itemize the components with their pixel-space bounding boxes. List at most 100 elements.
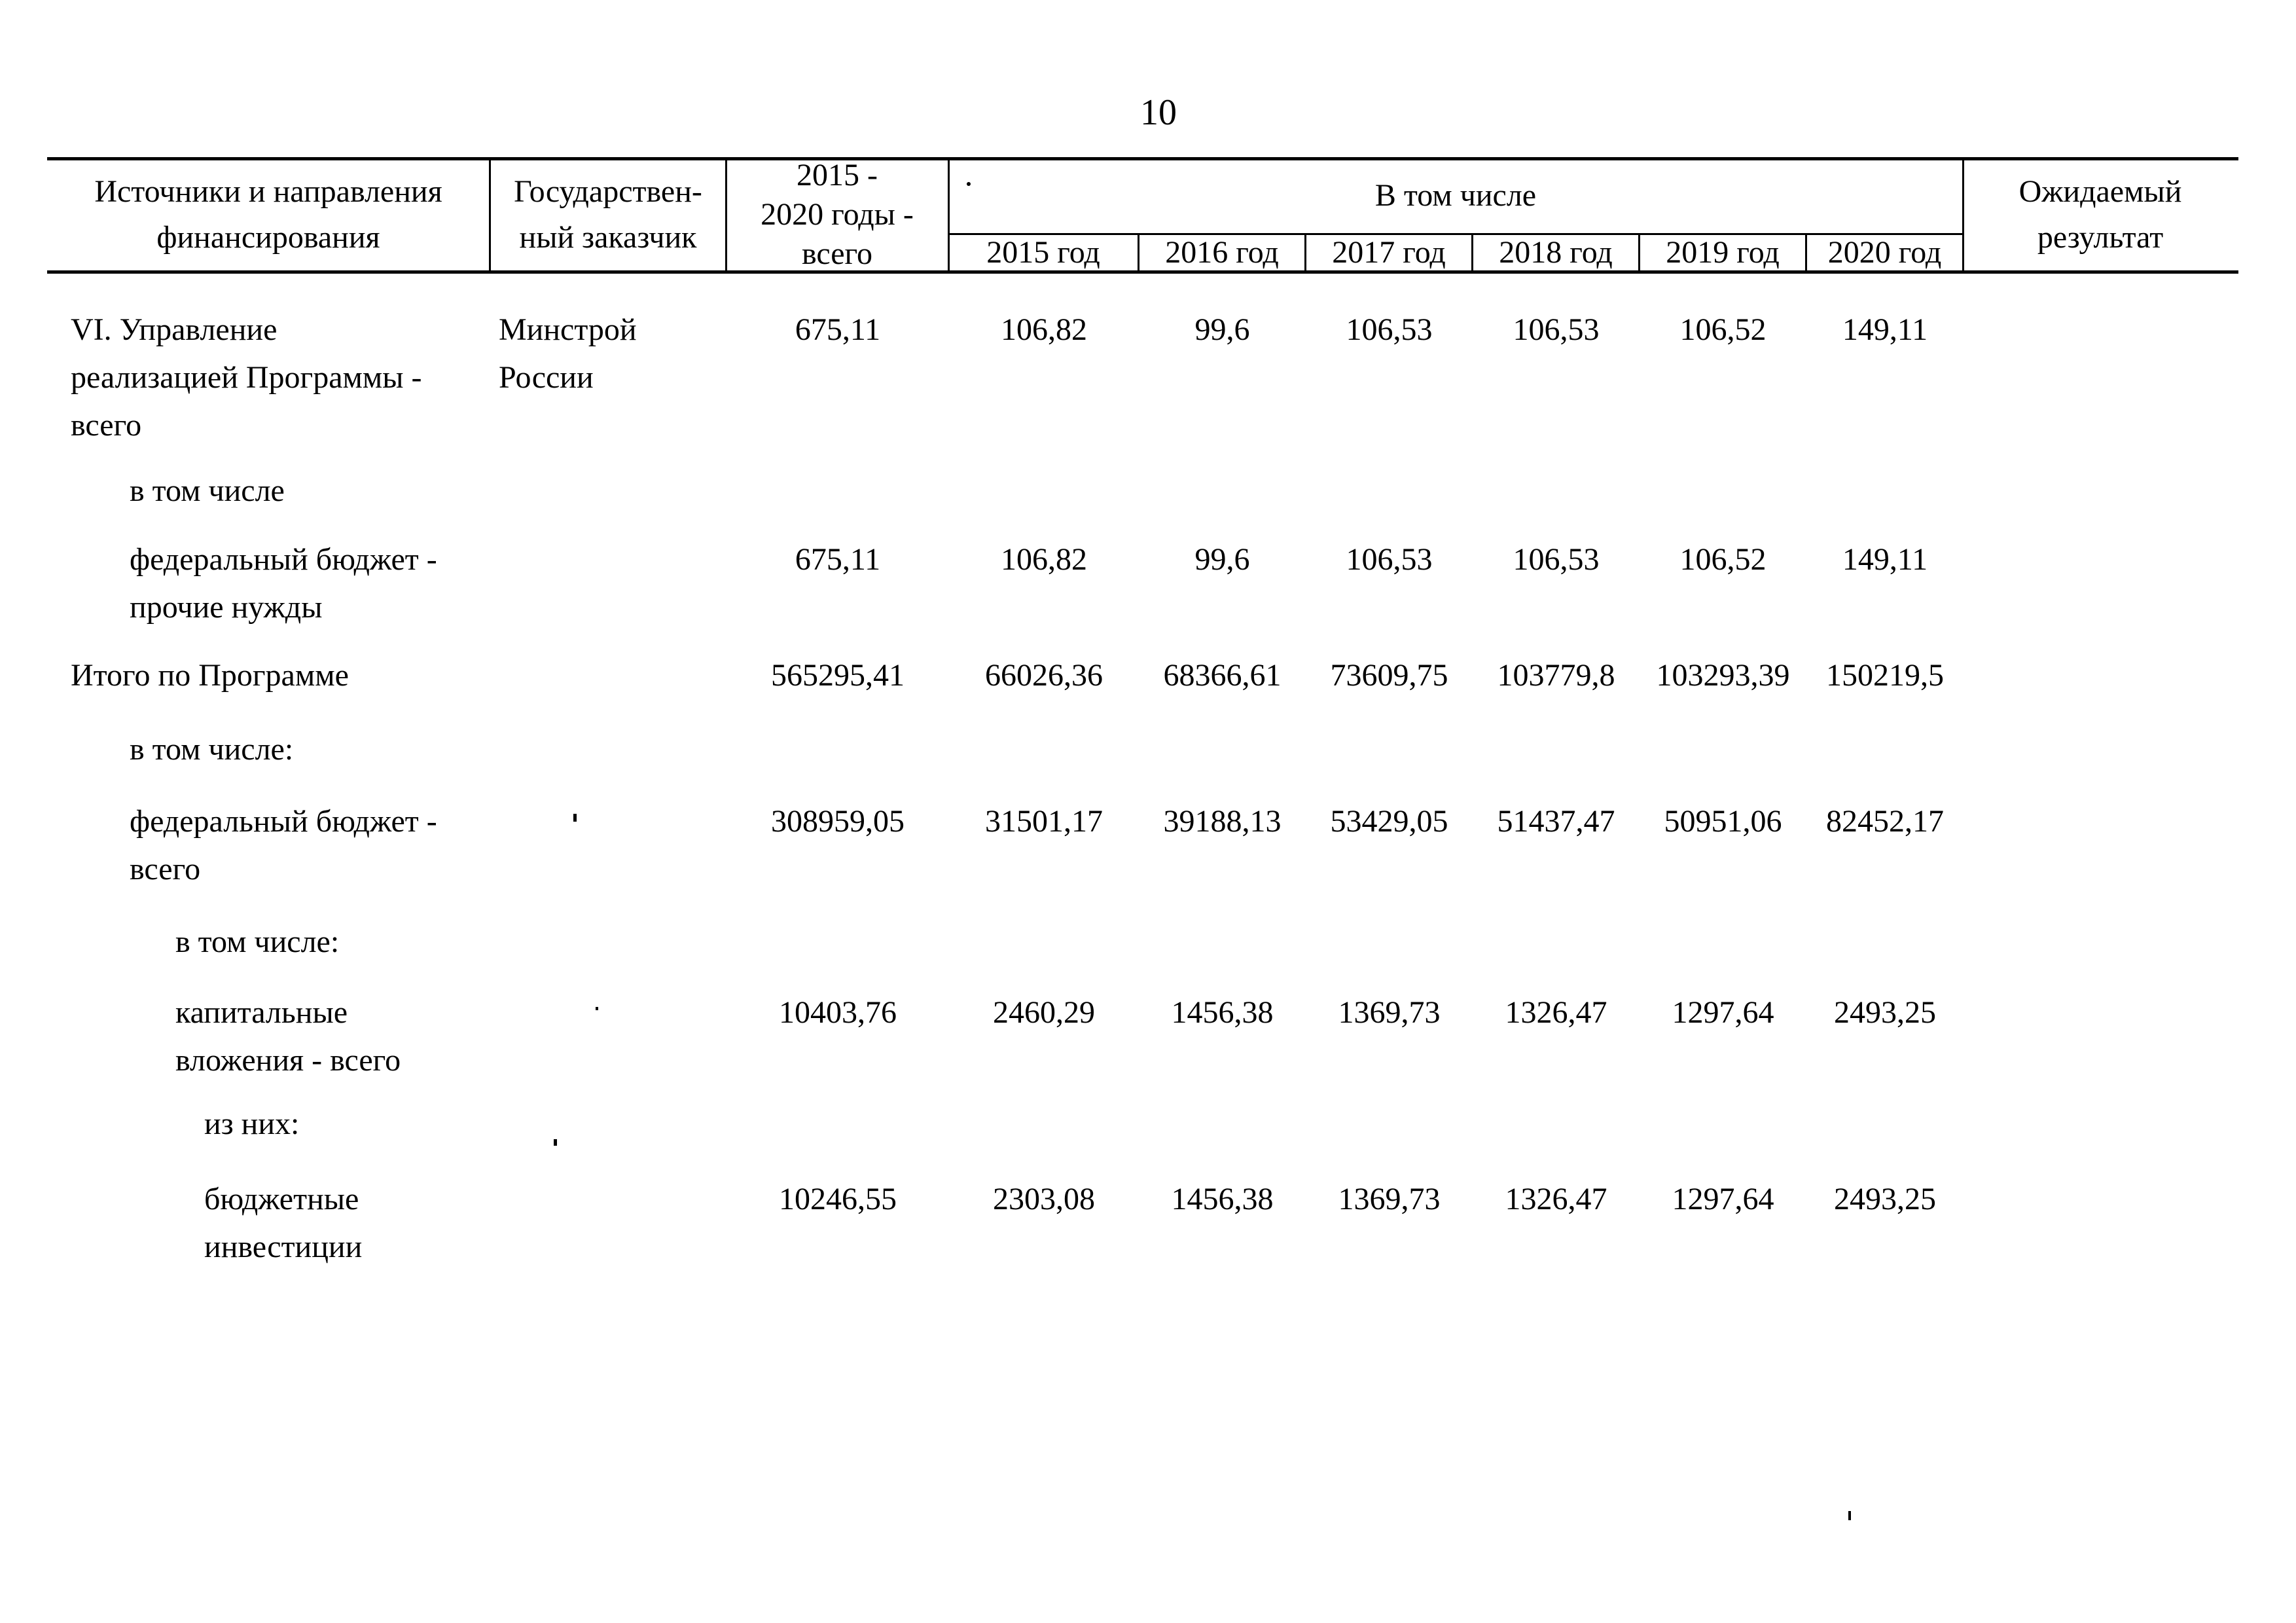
cell-2020: 2493,25 — [1834, 995, 1936, 1030]
row-label-line: бюджетные — [204, 1182, 359, 1216]
cell-2016: 68366,61 — [1163, 658, 1282, 693]
header-total-line: 2015 - — [797, 158, 878, 192]
table-row-vi-management: VI. Управление реализацией Программы - в… — [47, 306, 2238, 449]
cell-expected-result — [1964, 797, 2238, 893]
scan-artifact — [967, 182, 971, 186]
header-year-label: 2015 год — [986, 235, 1100, 270]
header-customer-line: ный заказчик — [519, 220, 697, 255]
cell-2015: 2460,29 — [993, 995, 1095, 1030]
cell-2020: 2493,25 — [1834, 1182, 1936, 1216]
row-customer: Минстрой России — [491, 306, 726, 449]
row-label-line: в том числе — [130, 473, 285, 508]
cell-total: 10403,76 — [779, 995, 897, 1030]
row-label: в том числе: — [47, 918, 491, 966]
cell-2018: 106,53 — [1513, 542, 1600, 577]
cell-total: 308959,05 — [771, 804, 905, 839]
header-year-label: 2020 год — [1827, 235, 1942, 270]
cell-2018: 1326,47 — [1505, 995, 1607, 1030]
including-underline — [948, 233, 1964, 235]
row-label: в том числе: — [47, 725, 491, 773]
cell-2016: 99,6 — [1194, 312, 1250, 347]
row-label: Итого по Программе — [47, 651, 491, 699]
cell-2015: 2303,08 — [993, 1182, 1095, 1216]
cell-2018: 106,53 — [1513, 312, 1600, 347]
table-row-of-which: из них: — [47, 1100, 2238, 1148]
row-label-line: прочие нужды — [130, 590, 323, 625]
header-year-label: 2018 год — [1499, 235, 1613, 270]
header-total-line: 2020 годы - — [761, 197, 914, 232]
row-label: федеральный бюджет - прочие нужды — [47, 536, 491, 631]
col-divider-customer-total — [725, 160, 727, 270]
header-expected-line: Ожидаемый — [2018, 174, 2182, 209]
cell-2019: 106,52 — [1679, 312, 1767, 347]
cell-expected-result — [1964, 1175, 2238, 1271]
cell-total: 565295,41 — [771, 658, 905, 693]
table-row-budget-investments: бюджетные инвестиции 10246,55 2303,08 14… — [47, 1175, 2238, 1271]
header-including-label: В том числе — [1374, 177, 1537, 213]
header-year-2017: 2017 год — [1306, 234, 1471, 272]
header-year-2015: 2015 год — [949, 234, 1138, 272]
header-expected-result: Ожидаемый результат — [1964, 158, 2237, 271]
scan-artifact — [554, 1139, 557, 1146]
cell-2017: 53429,05 — [1330, 804, 1448, 839]
row-label-line: всего — [71, 408, 142, 443]
cell-2017: 1369,73 — [1338, 1182, 1441, 1216]
scan-artifact — [596, 1007, 598, 1010]
row-label-line: инвестиции — [204, 1230, 363, 1264]
col-divider-total-years — [948, 160, 950, 270]
row-customer-line: Минстрой — [499, 312, 637, 347]
cell-expected-result — [1964, 989, 2238, 1084]
cell-2019: 103293,39 — [1656, 658, 1790, 693]
header-year-2020: 2020 год — [1807, 234, 1962, 272]
cell-2016: 39188,13 — [1163, 804, 1282, 839]
col-divider-sources-customer — [489, 160, 491, 270]
col-divider-years-result — [1962, 160, 1964, 270]
row-label-line: капитальные — [175, 995, 348, 1030]
row-customer — [491, 797, 726, 893]
cell-2019: 1297,64 — [1672, 1182, 1774, 1216]
year-divider-2017-2018 — [1471, 235, 1473, 270]
row-label: бюджетные инвестиции — [47, 1175, 491, 1271]
header-total: 2015 - 2020 годы - всего — [726, 158, 948, 271]
header-total-line: всего — [801, 236, 873, 271]
row-label: в том числе — [47, 467, 491, 515]
table-row-including: в том числе — [47, 467, 2238, 515]
header-customer-line: Государствен- — [514, 174, 702, 209]
cell-expected-result — [1964, 306, 2238, 449]
cell-total: 675,11 — [795, 542, 881, 577]
row-label-line: в том числе: — [175, 924, 340, 959]
year-divider-2015-2016 — [1138, 235, 1139, 270]
cell-total: 675,11 — [795, 312, 881, 347]
row-label: из них: — [47, 1100, 491, 1148]
cell-2020: 82452,17 — [1826, 804, 1944, 839]
cell-2018: 103779,8 — [1497, 658, 1615, 693]
row-customer — [491, 1175, 726, 1271]
row-label-line: в том числе: — [130, 732, 294, 767]
header-sources: Источники и направления финансирования — [47, 158, 490, 271]
header-year-2019: 2019 год — [1640, 234, 1805, 272]
row-customer — [491, 989, 726, 1084]
table-row-program-total: Итого по Программе 565295,41 66026,36 68… — [47, 651, 2238, 699]
cell-2016: 1456,38 — [1171, 995, 1274, 1030]
cell-2017: 1369,73 — [1338, 995, 1441, 1030]
cell-2020: 150219,5 — [1826, 658, 1944, 693]
year-divider-2016-2017 — [1304, 235, 1306, 270]
cell-2015: 31501,17 — [985, 804, 1103, 839]
cell-2020: 149,11 — [1842, 312, 1928, 347]
header-including: В том числе — [949, 158, 1962, 232]
year-divider-2019-2020 — [1805, 235, 1807, 270]
row-label-line: Итого по Программе — [71, 658, 349, 693]
header-year-label: 2019 год — [1666, 235, 1780, 270]
page-number: 10 — [1140, 92, 1177, 133]
header-sources-line: финансирования — [156, 220, 380, 255]
cell-2018: 1326,47 — [1505, 1182, 1607, 1216]
header-year-2016: 2016 год — [1139, 234, 1304, 272]
header-sources-line: Источники и направления — [94, 174, 442, 209]
cell-total: 10246,55 — [779, 1182, 897, 1216]
row-label: капитальные вложения - всего — [47, 989, 491, 1084]
cell-2019: 50951,06 — [1664, 804, 1782, 839]
table-row-federal-budget-total: федеральный бюджет - всего 308959,05 315… — [47, 797, 2238, 893]
cell-2018: 51437,47 — [1497, 804, 1615, 839]
row-label-line: из них: — [204, 1106, 300, 1141]
